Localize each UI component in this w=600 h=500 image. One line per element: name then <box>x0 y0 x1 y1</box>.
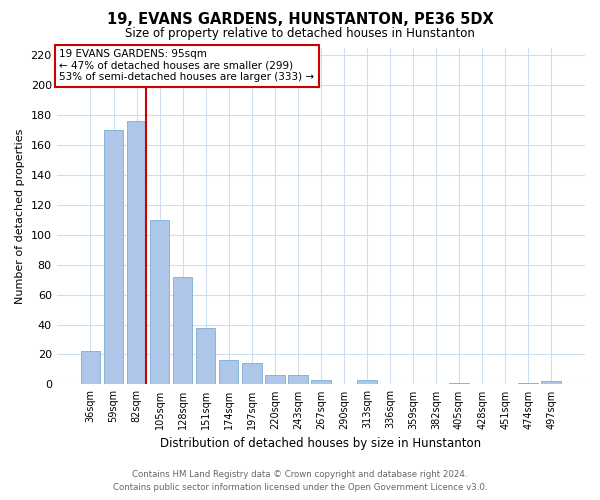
Text: 19 EVANS GARDENS: 95sqm
← 47% of detached houses are smaller (299)
53% of semi-d: 19 EVANS GARDENS: 95sqm ← 47% of detache… <box>59 49 314 82</box>
Bar <box>541 382 561 384</box>
Bar <box>518 383 538 384</box>
Text: 19, EVANS GARDENS, HUNSTANTON, PE36 5DX: 19, EVANS GARDENS, HUNSTANTON, PE36 5DX <box>107 12 493 28</box>
Bar <box>127 121 146 384</box>
Text: Contains HM Land Registry data © Crown copyright and database right 2024.
Contai: Contains HM Land Registry data © Crown c… <box>113 470 487 492</box>
Bar <box>104 130 123 384</box>
Y-axis label: Number of detached properties: Number of detached properties <box>15 128 25 304</box>
X-axis label: Distribution of detached houses by size in Hunstanton: Distribution of detached houses by size … <box>160 437 481 450</box>
Bar <box>150 220 169 384</box>
Bar <box>449 383 469 384</box>
Bar <box>196 328 215 384</box>
Bar <box>173 276 193 384</box>
Bar <box>80 352 100 384</box>
Bar <box>219 360 238 384</box>
Bar <box>242 364 262 384</box>
Bar <box>265 376 284 384</box>
Bar <box>311 380 331 384</box>
Text: Size of property relative to detached houses in Hunstanton: Size of property relative to detached ho… <box>125 28 475 40</box>
Bar <box>288 376 308 384</box>
Bar <box>357 380 377 384</box>
